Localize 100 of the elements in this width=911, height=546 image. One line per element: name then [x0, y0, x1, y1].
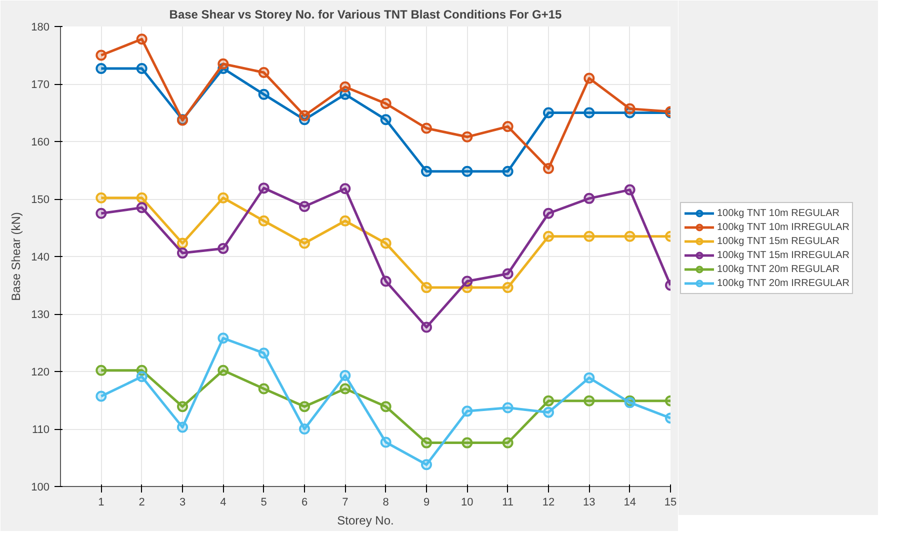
point — [136, 202, 148, 214]
point — [177, 422, 188, 433]
point — [218, 192, 229, 204]
chart-title: Base Shear vs Storey No. for Various TNT Blast Conditions For G+15 — [169, 8, 562, 22]
point — [543, 395, 554, 406]
point — [136, 192, 148, 204]
x-tick-label: 11 — [502, 496, 514, 508]
y-tick-label: 120 — [31, 366, 50, 378]
y-tick-label: 160 — [31, 136, 50, 148]
point — [584, 107, 595, 118]
point — [258, 348, 270, 359]
point — [340, 370, 351, 382]
point — [136, 62, 148, 74]
point — [96, 364, 107, 376]
x-tick-label: 5 — [260, 496, 267, 508]
y-tick-label: 180 — [31, 22, 50, 34]
point — [502, 166, 514, 177]
point — [584, 372, 595, 384]
x-tick-label: 10 — [461, 496, 474, 508]
point — [177, 238, 188, 249]
y-axis-title: Base Shear (kN) — [9, 212, 24, 301]
x-tick-label: 6 — [301, 496, 308, 508]
point — [584, 192, 595, 204]
y-tick-label: 130 — [31, 309, 50, 321]
point — [299, 401, 310, 412]
point — [380, 114, 392, 126]
point — [258, 88, 270, 100]
point — [543, 163, 554, 174]
point — [258, 182, 270, 194]
point — [462, 166, 473, 177]
point — [543, 208, 554, 219]
point — [96, 62, 107, 74]
point — [96, 50, 107, 61]
point — [136, 34, 148, 45]
point — [380, 401, 392, 412]
point — [340, 183, 351, 194]
point — [299, 424, 310, 434]
point — [543, 107, 554, 118]
point — [624, 103, 636, 114]
point — [380, 276, 392, 287]
point — [380, 238, 392, 249]
point — [340, 81, 351, 92]
point — [543, 406, 554, 418]
x-tick-label: 2 — [138, 496, 145, 508]
point — [340, 215, 351, 226]
point — [218, 242, 229, 254]
point — [218, 332, 229, 344]
x-tick-label: 13 — [583, 496, 596, 508]
legend-label: 100kg TNT 10m REGULAR — [717, 206, 840, 220]
point — [421, 282, 432, 294]
point — [96, 192, 107, 204]
point — [299, 110, 310, 122]
legend-label: 100kg TNT 20m REGULAR — [717, 262, 840, 276]
point — [258, 215, 270, 226]
point — [177, 248, 188, 259]
point — [624, 184, 636, 196]
x-tick-label: 8 — [382, 496, 389, 508]
point — [421, 459, 432, 470]
point — [96, 390, 107, 402]
point — [421, 437, 432, 448]
y-tick-label: 140 — [31, 252, 50, 264]
point — [462, 276, 473, 287]
point — [218, 364, 229, 376]
point — [462, 406, 473, 417]
x-tick-label: 14 — [624, 496, 636, 508]
point — [177, 401, 188, 412]
point — [380, 436, 392, 448]
x-tick-label: 1 — [98, 496, 104, 508]
point — [380, 98, 392, 110]
point — [462, 437, 473, 448]
point — [218, 58, 229, 70]
point — [421, 122, 432, 134]
legend-label: 100kg TNT 20m IRREGULAR — [717, 276, 850, 290]
point — [502, 402, 514, 414]
point — [502, 268, 514, 280]
point — [502, 282, 514, 294]
point — [502, 121, 514, 132]
point — [584, 395, 595, 406]
point — [462, 131, 473, 142]
point — [299, 238, 310, 249]
legend-label: 100kg TNT 10m IRREGULAR — [717, 220, 850, 234]
x-tick-label: 3 — [179, 496, 186, 508]
point — [258, 67, 270, 78]
point — [258, 383, 270, 394]
legend-label: 100kg TNT 15m REGULAR — [717, 234, 840, 248]
y-tick-label: 100 — [31, 482, 50, 494]
point — [624, 230, 636, 242]
point — [584, 72, 595, 84]
point — [421, 322, 432, 333]
x-tick-label: 15 — [664, 496, 677, 508]
point — [299, 200, 310, 212]
x-tick-label: 4 — [220, 496, 226, 508]
point — [340, 383, 351, 394]
y-tick-label: 110 — [32, 424, 50, 436]
point — [96, 208, 107, 219]
y-tick-label: 150 — [31, 194, 50, 206]
point — [136, 371, 148, 382]
x-tick-label: 12 — [542, 496, 555, 508]
x-axis-title: Storey No. — [337, 514, 394, 528]
legend-label: 100kg TNT 15m IRREGULAR — [717, 248, 850, 262]
